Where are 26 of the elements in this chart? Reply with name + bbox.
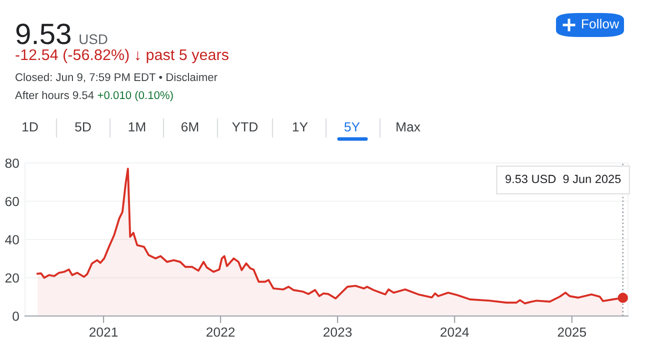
text: Max [396, 122, 420, 132]
x-tick-label: 2022 [206, 327, 235, 337]
chart-title: 9.53 [16, 24, 70, 44]
y-tick-label: 20 [5, 273, 19, 283]
text: 1Y [292, 122, 308, 132]
text: After hours 9.54 [15, 90, 94, 100]
text: 1M [128, 122, 146, 132]
chart-subtitle: USD [80, 34, 108, 44]
x-tick-label: 2023 [324, 327, 352, 337]
text: 6M [182, 122, 198, 132]
text: -12.54 (-56.82%) ↓ past 5 years [16, 48, 228, 64]
text: 5D [75, 122, 91, 132]
x-tick-label: 2025 [558, 327, 586, 337]
text: 1D [22, 122, 38, 132]
text: YTD [232, 122, 258, 132]
y-tick-label: 80 [5, 158, 19, 168]
y-tick-label: 60 [5, 196, 19, 206]
text: 5Y [344, 122, 360, 132]
y-tick-label: 40 [5, 235, 19, 244]
annotation: 9.53 USD 9 Jun 2025 [506, 174, 621, 184]
x-tick-label: 2021 [90, 327, 118, 337]
x-tick-label: 2024 [440, 327, 469, 337]
text: Closed: Jun 9, 7:59 PM EDT • Disclaimer [16, 72, 218, 82]
text: +0.010 (0.10%) [98, 90, 173, 102]
y-tick-label: 0 [12, 312, 19, 321]
text: Follow [582, 18, 620, 29]
